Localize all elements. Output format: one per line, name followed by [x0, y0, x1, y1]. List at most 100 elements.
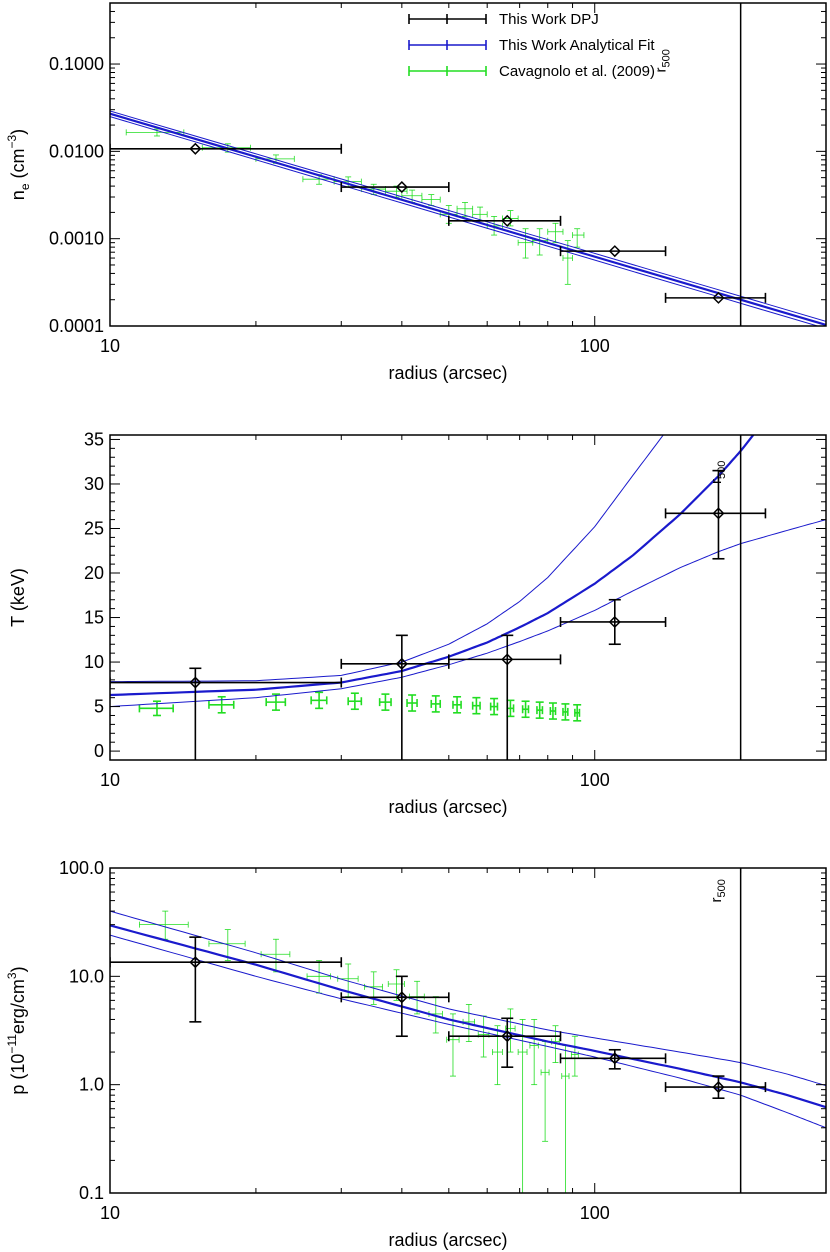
- dpj-marker: [189, 142, 202, 155]
- y-axis-label: ne (cm−3): [5, 129, 32, 200]
- fit-upper-line: [110, 110, 826, 322]
- y-label-sub: e: [18, 183, 32, 190]
- x-tick-label: 10: [100, 336, 120, 356]
- fit-best-line: [110, 924, 826, 1109]
- dpj-point: [559, 245, 667, 258]
- cavagnolo-point: [265, 693, 287, 711]
- fit-upper-line: [110, 910, 826, 1087]
- dpj-marker: [712, 1081, 725, 1094]
- y-tick-label: 0.0001: [49, 316, 104, 336]
- r500-label: r500: [708, 461, 728, 484]
- dpj-marker: [608, 245, 621, 258]
- dpj-point: [110, 936, 343, 1023]
- y-tick-label: 30: [84, 474, 104, 494]
- dpj-point: [110, 667, 343, 760]
- cavagnolo-point: [378, 693, 392, 711]
- cavagnolo-point: [517, 1019, 528, 1193]
- dpj-point: [559, 1048, 667, 1070]
- y-label-main: p (10: [8, 1054, 28, 1095]
- y-tick-label: 0.1: [79, 1183, 104, 1203]
- x-axis-label: radius (arcsec): [388, 797, 507, 817]
- r500-label: r500: [708, 879, 728, 902]
- dpj-marker: [395, 657, 408, 670]
- fit-lower-line: [110, 116, 820, 326]
- fit-lower-line: [110, 934, 826, 1129]
- y-axis-label: T (keV): [8, 568, 28, 627]
- cavagnolo-point: [570, 1035, 579, 1077]
- dpj-point: [664, 1075, 767, 1100]
- cavagnolo-point: [573, 703, 582, 722]
- temperature-panel: r500 10 100 0 5 10 15 20 25 30 35 radius (arcsec) T …: [8, 429, 827, 817]
- y-label-sup: −3: [5, 134, 19, 148]
- cavagnolo-point: [489, 697, 499, 716]
- y-label-close: ): [8, 966, 28, 972]
- dpj-point: [448, 634, 562, 760]
- cavagnolo-point: [430, 695, 442, 713]
- x-axis-label: radius (arcsec): [388, 1230, 507, 1250]
- r500-label-main: r: [708, 479, 725, 484]
- y-tick-label: 10.0: [69, 966, 104, 986]
- dpj-marker: [189, 956, 202, 969]
- cavagnolo-point: [572, 228, 585, 248]
- y-tick-label: 0.1000: [49, 54, 104, 74]
- y-tick-label: 0: [94, 741, 104, 761]
- plot-frame: [109, 434, 827, 761]
- r500-label-sub: 500: [661, 49, 673, 67]
- legend-label: Cavagnolo et al. (2009): [499, 63, 655, 80]
- r500-label: r500: [653, 49, 673, 72]
- x-tick-label: 10: [100, 770, 120, 790]
- dpj-point: [559, 598, 667, 646]
- x-tick-label: 10: [100, 1203, 120, 1223]
- y-tick-label: 15: [84, 608, 104, 628]
- y-label-main: n: [8, 190, 28, 200]
- cavagnolo-point: [547, 222, 564, 244]
- x-axis-label: radius (arcsec): [388, 363, 507, 383]
- y-tick-label: 0.0010: [49, 229, 104, 249]
- dpj-point: [448, 1017, 562, 1068]
- dpj-point: [448, 214, 562, 227]
- legend: This Work DPJ This Work Analytical Fit Cav…: [408, 11, 655, 80]
- r500-label-main: r: [708, 898, 725, 903]
- y-axis-label: p (10−11erg/cm3): [5, 966, 28, 1094]
- y-label-close: ): [8, 129, 28, 135]
- y-tick-label: 20: [84, 563, 104, 583]
- legend-entry: This Work DPJ: [408, 11, 599, 28]
- y-label-main: T (keV): [8, 568, 28, 627]
- fit-best-line: [110, 435, 755, 697]
- r500-label-sub: 500: [716, 879, 728, 897]
- cavagnolo-point: [561, 1045, 570, 1193]
- cavagnolo-point: [446, 1013, 460, 1077]
- cavagnolo-point: [421, 194, 441, 206]
- cavagnolo-point: [535, 701, 544, 719]
- cavagnolo-point: [529, 1019, 539, 1086]
- dpj-point: [664, 469, 767, 560]
- y-tick-label: 10: [84, 652, 104, 672]
- cavagnolo-point: [456, 202, 474, 217]
- legend-entry: Cavagnolo et al. (2009): [408, 63, 655, 80]
- dpj-marker: [189, 676, 202, 689]
- cavagnolo-point: [260, 938, 291, 973]
- y-label-unit: erg/cm: [8, 979, 28, 1034]
- plot-area: [110, 435, 826, 760]
- y-label-unit: (cm: [8, 148, 28, 183]
- r500-label-main: r: [653, 67, 670, 72]
- legend-entry: This Work Analytical Fit: [408, 37, 655, 54]
- y-tick-label: 25: [84, 518, 104, 538]
- cavagnolo-point: [306, 960, 331, 994]
- cavagnolo-point: [471, 696, 481, 715]
- y-tick-label: 35: [84, 429, 104, 449]
- dpj-marker: [395, 181, 408, 194]
- dpj-point: [340, 975, 450, 1038]
- y-tick-label: 5: [94, 697, 104, 717]
- cavagnolo-point: [138, 700, 174, 717]
- dpj-marker: [501, 653, 514, 666]
- dpj-marker: [608, 1052, 621, 1065]
- dpj-marker: [712, 291, 725, 304]
- dpj-point: [340, 181, 450, 194]
- dpj-point: [340, 634, 450, 760]
- cavagnolo-point: [540, 1041, 550, 1142]
- dpj-point: [110, 142, 343, 155]
- legend-label: This Work DPJ: [499, 11, 599, 28]
- x-tick-label: 100: [580, 1203, 610, 1223]
- cavagnolo-point: [452, 695, 462, 714]
